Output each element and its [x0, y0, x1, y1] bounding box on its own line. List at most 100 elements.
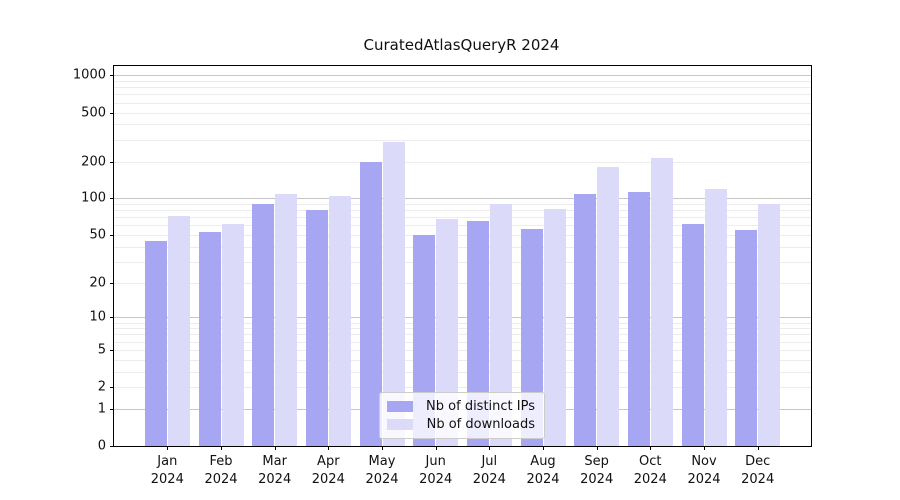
y-tick-label-500: 500	[81, 105, 106, 120]
x-tick-jul	[489, 446, 491, 450]
x-tick-label-line: Feb	[209, 454, 233, 469]
legend-label-downloads: Nb of downloads	[426, 417, 535, 432]
y-tick-20	[110, 282, 114, 284]
bar-downloads-sep	[597, 166, 620, 446]
bar-downloads-apr	[328, 195, 351, 446]
bar-distinct-ips-feb	[198, 232, 221, 446]
bar-downloads-nov	[704, 188, 727, 446]
gridline-minor-8	[114, 328, 811, 330]
gridline-minor-700	[114, 94, 811, 96]
x-tick-mar	[274, 446, 276, 450]
legend-entry-downloads: Nb of downloads	[387, 417, 535, 432]
y-tick-label-1: 1	[97, 401, 106, 417]
x-tick-label-line: 2024	[150, 472, 184, 488]
y-tick-label-1000: 1000	[72, 67, 106, 83]
y-tick-1	[110, 408, 114, 410]
x-tick-label-line: Dec	[745, 454, 771, 469]
y-tick-500	[110, 112, 114, 114]
x-tick-label-line: Jan	[157, 454, 178, 469]
gridline-minor-7	[114, 334, 811, 336]
x-tick-oct	[650, 446, 652, 450]
gridline-minor-9	[114, 322, 811, 324]
x-tick-nov	[704, 446, 705, 450]
x-tick-label-line: 2024	[365, 472, 399, 488]
x-tick-label-oct: Oct 2024	[634, 453, 667, 489]
gridline-minor-600	[114, 102, 811, 104]
x-tick-label-line: 2024	[741, 472, 775, 488]
x-tick-label-line: 2024	[687, 472, 721, 488]
gridline-major-1000	[114, 75, 811, 77]
legend-swatch-downloads	[387, 419, 413, 430]
x-tick-label-line: Nov	[691, 454, 717, 469]
y-tick-label-0: 0	[97, 438, 106, 454]
x-tick-label-line: 2024	[580, 472, 614, 488]
x-tick-label-line: 2024	[472, 472, 506, 488]
gridline-minor-30	[114, 261, 811, 263]
gridline-minor-60	[114, 225, 811, 227]
x-tick-label-line: May	[368, 454, 396, 469]
y-tick-label-2: 2	[97, 379, 106, 395]
gridline-major-100	[114, 198, 811, 200]
x-tick-label-line: Aug	[530, 454, 556, 469]
gridline-minor-500	[114, 112, 811, 114]
y-tick-5	[110, 349, 114, 351]
x-tick-aug	[543, 446, 544, 450]
x-tick-label-line: 2024	[633, 472, 667, 488]
y-tick-label-200: 200	[81, 154, 106, 169]
chart-title: CuratedAtlasQueryR 2024	[363, 36, 560, 54]
y-tick-label-10: 10	[89, 309, 106, 325]
gridline-minor-90	[114, 204, 811, 205]
x-tick-label-line: 2024	[311, 472, 345, 488]
x-tick-label-aug: Aug 2024	[526, 453, 559, 489]
bar-downloads-jun	[436, 218, 459, 446]
bar-downloads-may	[382, 141, 405, 446]
x-tick-label-line: Oct	[639, 454, 662, 469]
x-tick-label-may: May 2024	[365, 453, 398, 489]
x-tick-label-jul: Jul 2024	[473, 453, 506, 489]
legend: Nb of distinct IPs Nb of downloads	[379, 392, 545, 439]
gridline-minor-6	[114, 341, 811, 343]
bar-distinct-ips-oct	[627, 192, 650, 446]
x-tick-label-line: 2024	[204, 472, 238, 488]
y-tick-50	[110, 235, 114, 236]
gridline-minor-200	[114, 161, 811, 163]
bar-distinct-ips-mar	[252, 204, 275, 446]
bar-distinct-ips-may	[359, 161, 382, 446]
y-tick-2	[110, 387, 114, 389]
bar-distinct-ips-dec	[735, 230, 758, 446]
x-tick-dec	[757, 446, 759, 450]
bar-distinct-ips-jul	[466, 221, 489, 446]
y-tick-label-100: 100	[81, 190, 106, 206]
bar-downloads-oct	[650, 157, 673, 446]
gridline-minor-300	[114, 139, 811, 141]
bar-downloads-jul	[489, 204, 512, 446]
x-tick-label-jan: Jan 2024	[151, 453, 184, 489]
gridline-minor-20	[114, 282, 811, 284]
bar-downloads-feb	[221, 223, 244, 446]
y-tick-0	[110, 446, 114, 447]
x-tick-feb	[221, 446, 222, 450]
x-tick-label-dec: Dec 2024	[741, 453, 774, 489]
x-tick-may	[382, 446, 383, 450]
x-tick-label-line: 2024	[419, 472, 453, 488]
bar-distinct-ips-apr	[305, 210, 328, 446]
x-tick-jun	[435, 446, 437, 450]
bar-downloads-aug	[543, 208, 566, 446]
y-tick-label-50: 50	[89, 227, 106, 243]
plot-area: 0 1 2 5 10 20 50 100 200 500 1000 Jan 2024 Feb 2024 Ma…	[73, 65, 812, 487]
x-tick-label-line: Sep	[584, 454, 609, 469]
x-tick-label-line: Mar	[262, 454, 287, 469]
x-tick-label-nov: Nov 2024	[687, 453, 720, 489]
bar-downloads-dec	[758, 204, 781, 446]
bar-distinct-ips-jan	[144, 240, 167, 446]
legend-swatch-distinct-ips	[387, 401, 413, 412]
gridline-minor-800	[114, 87, 811, 89]
gridline-minor-400	[114, 124, 811, 126]
x-tick-label-feb: Feb 2024	[204, 453, 237, 489]
gridline-minor-40	[114, 246, 811, 248]
x-tick-label-line: 2024	[258, 472, 292, 488]
y-tick-label-20: 20	[89, 275, 106, 291]
bar-distinct-ips-nov	[681, 223, 704, 446]
x-tick-label-line: Jun	[425, 454, 446, 469]
